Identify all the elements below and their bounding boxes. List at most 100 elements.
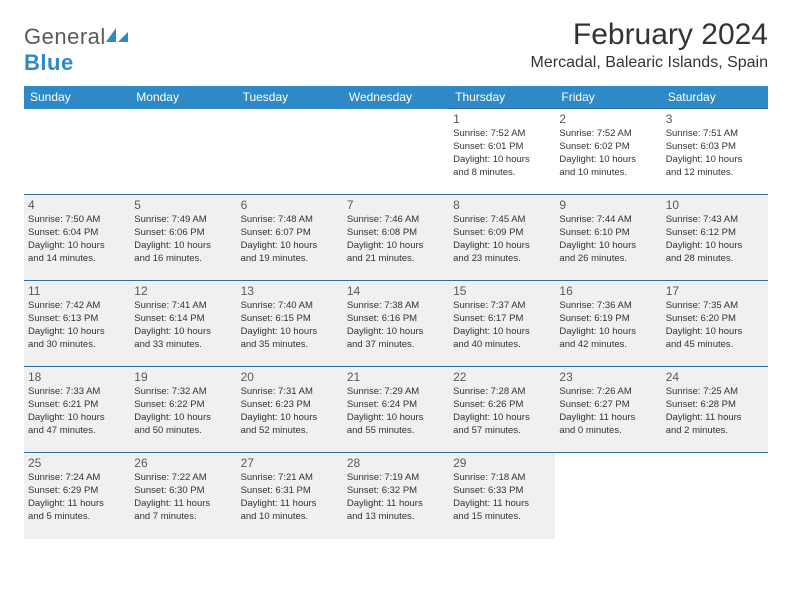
day-info-line: Sunrise: 7:19 AM — [347, 472, 445, 485]
day-cell: 5Sunrise: 7:49 AMSunset: 6:06 PMDaylight… — [130, 195, 236, 281]
day-info-line: and 42 minutes. — [559, 339, 657, 352]
day-cell: 7Sunrise: 7:46 AMSunset: 6:08 PMDaylight… — [343, 195, 449, 281]
day-info-line: Sunset: 6:33 PM — [453, 485, 551, 498]
day-info-line: and 8 minutes. — [453, 167, 551, 180]
day-cell: 27Sunrise: 7:21 AMSunset: 6:31 PMDayligh… — [237, 453, 343, 539]
day-info-line: Daylight: 10 hours — [666, 240, 764, 253]
day-number: 23 — [559, 369, 657, 385]
day-info-line: Sunrise: 7:26 AM — [559, 386, 657, 399]
day-number: 12 — [134, 283, 232, 299]
day-info-line: Sunset: 6:14 PM — [134, 313, 232, 326]
day-info-line: Sunrise: 7:51 AM — [666, 128, 764, 141]
day-info-line: and 12 minutes. — [666, 167, 764, 180]
day-cell — [555, 453, 661, 539]
day-cell — [237, 109, 343, 195]
day-info-line: Daylight: 10 hours — [134, 240, 232, 253]
day-info-line: Sunrise: 7:49 AM — [134, 214, 232, 227]
day-info-line: Sunrise: 7:25 AM — [666, 386, 764, 399]
day-number: 11 — [28, 283, 126, 299]
day-info-line: Daylight: 10 hours — [453, 154, 551, 167]
day-info-line: and 28 minutes. — [666, 253, 764, 266]
day-info-line: Daylight: 10 hours — [347, 326, 445, 339]
day-number: 6 — [241, 197, 339, 213]
header: General Blue February 2024 Mercadal, Bal… — [24, 18, 768, 76]
day-info-line: and 45 minutes. — [666, 339, 764, 352]
day-info-line: Daylight: 10 hours — [347, 412, 445, 425]
day-number: 5 — [134, 197, 232, 213]
day-info-line: Daylight: 11 hours — [134, 498, 232, 511]
day-info-line: and 50 minutes. — [134, 425, 232, 438]
day-info-line: Sunset: 6:28 PM — [666, 399, 764, 412]
day-cell: 24Sunrise: 7:25 AMSunset: 6:28 PMDayligh… — [662, 367, 768, 453]
brand-logo: General Blue — [24, 18, 128, 76]
day-info-line: Sunset: 6:10 PM — [559, 227, 657, 240]
day-cell — [24, 109, 130, 195]
day-number: 27 — [241, 455, 339, 471]
day-info-line: Sunset: 6:15 PM — [241, 313, 339, 326]
day-info-line: and 10 minutes. — [241, 511, 339, 524]
day-header: Sunday — [24, 86, 130, 109]
day-number: 2 — [559, 111, 657, 127]
day-info-line: Sunset: 6:16 PM — [347, 313, 445, 326]
day-number: 29 — [453, 455, 551, 471]
day-info-line: Daylight: 11 hours — [347, 498, 445, 511]
day-info-line: Daylight: 10 hours — [559, 240, 657, 253]
day-cell — [130, 109, 236, 195]
day-info-line: Sunrise: 7:45 AM — [453, 214, 551, 227]
day-number: 10 — [666, 197, 764, 213]
day-cell: 29Sunrise: 7:18 AMSunset: 6:33 PMDayligh… — [449, 453, 555, 539]
day-number: 13 — [241, 283, 339, 299]
day-info-line: Sunset: 6:08 PM — [347, 227, 445, 240]
day-info-line: Sunset: 6:31 PM — [241, 485, 339, 498]
day-info-line: Daylight: 10 hours — [453, 240, 551, 253]
day-info-line: and 35 minutes. — [241, 339, 339, 352]
day-info-line: Sunrise: 7:36 AM — [559, 300, 657, 313]
day-info-line: Sunrise: 7:32 AM — [134, 386, 232, 399]
day-info-line: Daylight: 10 hours — [134, 326, 232, 339]
week-row: 1Sunrise: 7:52 AMSunset: 6:01 PMDaylight… — [24, 109, 768, 195]
day-info-line: and 47 minutes. — [28, 425, 126, 438]
day-info-line: Sunrise: 7:43 AM — [666, 214, 764, 227]
brand-name-b: Blue — [24, 50, 74, 75]
day-info-line: and 52 minutes. — [241, 425, 339, 438]
day-header: Thursday — [449, 86, 555, 109]
day-info-line: Sunrise: 7:37 AM — [453, 300, 551, 313]
day-info-line: Sunset: 6:03 PM — [666, 141, 764, 154]
day-info-line: Daylight: 11 hours — [241, 498, 339, 511]
brand-sail-icon — [106, 28, 128, 44]
day-number: 4 — [28, 197, 126, 213]
day-info-line: Sunrise: 7:33 AM — [28, 386, 126, 399]
day-info-line: and 30 minutes. — [28, 339, 126, 352]
day-info-line: and 55 minutes. — [347, 425, 445, 438]
brand-name: General Blue — [24, 24, 128, 76]
day-info-line: Daylight: 11 hours — [453, 498, 551, 511]
day-info-line: Sunrise: 7:38 AM — [347, 300, 445, 313]
day-number: 26 — [134, 455, 232, 471]
day-cell: 22Sunrise: 7:28 AMSunset: 6:26 PMDayligh… — [449, 367, 555, 453]
day-cell: 20Sunrise: 7:31 AMSunset: 6:23 PMDayligh… — [237, 367, 343, 453]
day-cell: 23Sunrise: 7:26 AMSunset: 6:27 PMDayligh… — [555, 367, 661, 453]
day-number: 20 — [241, 369, 339, 385]
day-info-line: and 2 minutes. — [666, 425, 764, 438]
day-info-line: Sunrise: 7:52 AM — [453, 128, 551, 141]
brand-name-a: General — [24, 24, 106, 49]
calendar-head: SundayMondayTuesdayWednesdayThursdayFrid… — [24, 86, 768, 109]
day-info-line: and 57 minutes. — [453, 425, 551, 438]
day-number: 7 — [347, 197, 445, 213]
day-number: 16 — [559, 283, 657, 299]
day-number: 25 — [28, 455, 126, 471]
day-cell: 15Sunrise: 7:37 AMSunset: 6:17 PMDayligh… — [449, 281, 555, 367]
day-number: 22 — [453, 369, 551, 385]
week-row: 25Sunrise: 7:24 AMSunset: 6:29 PMDayligh… — [24, 453, 768, 539]
day-info-line: and 26 minutes. — [559, 253, 657, 266]
day-number: 14 — [347, 283, 445, 299]
day-cell: 1Sunrise: 7:52 AMSunset: 6:01 PMDaylight… — [449, 109, 555, 195]
day-info-line: and 5 minutes. — [28, 511, 126, 524]
day-info-line: Sunrise: 7:24 AM — [28, 472, 126, 485]
day-info-line: Sunset: 6:20 PM — [666, 313, 764, 326]
day-info-line: Sunrise: 7:46 AM — [347, 214, 445, 227]
day-info-line: Daylight: 11 hours — [559, 412, 657, 425]
day-info-line: Sunrise: 7:31 AM — [241, 386, 339, 399]
day-info-line: Sunset: 6:02 PM — [559, 141, 657, 154]
day-info-line: and 40 minutes. — [453, 339, 551, 352]
